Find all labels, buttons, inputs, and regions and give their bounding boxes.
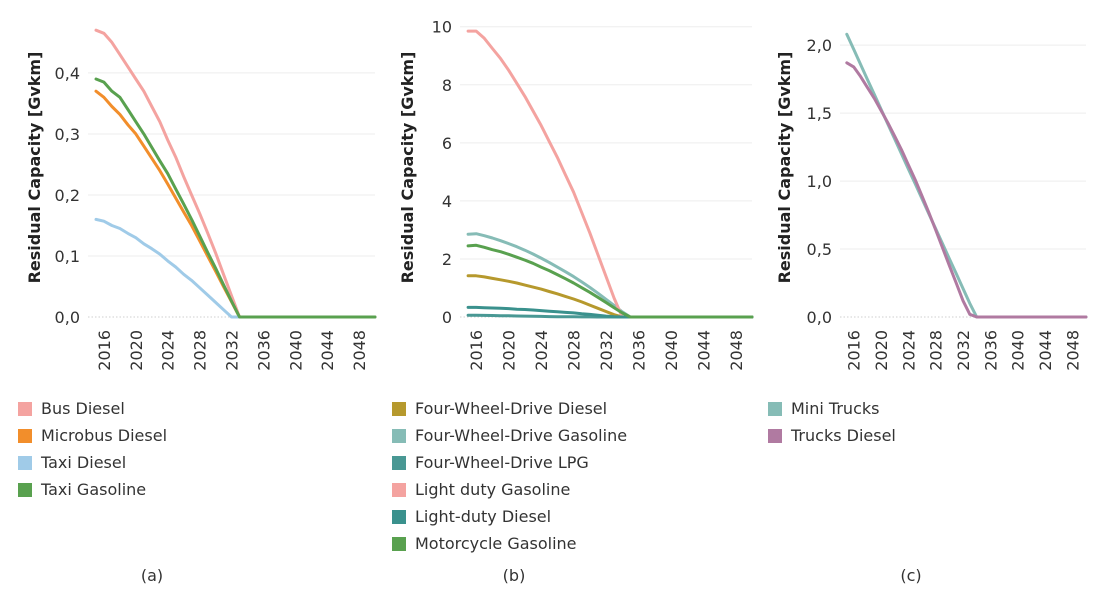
y-tick-label: 0,0 <box>55 308 80 327</box>
y-tick-label: 0,2 <box>55 186 80 205</box>
legend-swatch <box>768 401 782 416</box>
y-tick-label: 0,0 <box>807 308 832 327</box>
y-tick-label: 10 <box>432 18 452 37</box>
x-tick-label: 2020 <box>872 330 891 371</box>
chart-caption: (a) <box>140 566 164 585</box>
y-axis-label: Residual Capacity [Gvkm] <box>775 52 794 284</box>
legend-swatch <box>18 428 32 443</box>
x-tick-label: 2044 <box>1036 330 1055 371</box>
y-tick-label: 0,4 <box>55 64 80 83</box>
y-tick-label: 2 <box>442 250 452 269</box>
legend-label: Taxi Diesel <box>41 453 127 472</box>
legend-item: Taxi Diesel <box>18 449 167 476</box>
x-tick-label: 2016 <box>845 330 864 371</box>
series-line-trucks-diesel <box>845 61 1088 319</box>
x-tick-label: 2024 <box>532 330 551 371</box>
legend-item: Four-Wheel-Drive Diesel <box>392 395 627 422</box>
legend-label: Light duty Gasoline <box>415 480 571 499</box>
legend-item: Trucks Diesel <box>768 422 896 449</box>
chart-caption: (c) <box>900 566 922 585</box>
legend-item: Taxi Gasoline <box>18 476 167 503</box>
x-tick-label: 2024 <box>899 330 918 371</box>
x-tick-label: 2036 <box>981 330 1000 371</box>
legend-swatch <box>392 455 406 470</box>
x-tick-label: 2044 <box>318 330 337 371</box>
legend-label: Mini Trucks <box>791 399 880 418</box>
x-tick-label: 2028 <box>927 330 946 371</box>
legend-label: Microbus Diesel <box>41 426 168 445</box>
legend-3: Mini Trucks Trucks Diesel <box>768 395 896 449</box>
legend-swatch <box>392 509 406 524</box>
y-tick-label: 8 <box>442 76 452 95</box>
x-tick-label: 2028 <box>565 330 584 371</box>
x-tick-label: 2044 <box>694 330 713 371</box>
legend-label: Light-duty Diesel <box>415 507 552 526</box>
y-tick-label: 2,0 <box>807 36 832 55</box>
chart-3: 0,0 0,5 1,0 1,5 2,0 2016 2020 2024 2028 2032 2036 2… <box>775 32 1088 371</box>
x-tick-label: 2040 <box>662 330 681 371</box>
y-axis-label: Residual Capacity [Gvkm] <box>398 52 417 284</box>
legend-swatch <box>18 482 32 497</box>
legend-item: Bus Diesel <box>18 395 167 422</box>
y-tick-label: 1,0 <box>807 172 832 191</box>
legend-swatch <box>392 401 406 416</box>
x-tick-label: 2048 <box>1063 330 1082 371</box>
legend-swatch <box>392 482 406 497</box>
y-tick-label: 0 <box>442 308 452 327</box>
legend-1: Bus Diesel Microbus Diesel Taxi Diesel Taxi… <box>18 395 167 503</box>
series-line-light-duty-gasoline <box>466 29 754 319</box>
series-line-taxi-gasoline <box>94 77 377 319</box>
x-tick-label: 2016 <box>467 330 486 371</box>
legend-item: Light-duty Diesel <box>392 503 627 530</box>
x-tick-label: 2036 <box>629 330 648 371</box>
chart-1: 0,0 0,1 0,2 0,3 0,4 2016 2020 2024 2028 2032 2036 2… <box>25 28 377 371</box>
x-tick-label: 2016 <box>95 330 114 371</box>
legend-label: Taxi Gasoline <box>41 480 147 499</box>
legend-label: Four-Wheel-Drive LPG <box>415 453 589 472</box>
legend-item: Four-Wheel-Drive Gasoline <box>392 422 627 449</box>
x-tick-label: 2048 <box>727 330 746 371</box>
series-line-four-wheel-drive-diesel <box>466 274 754 319</box>
legend-2: Four-Wheel-Drive Diesel Four-Wheel-Drive … <box>392 395 627 557</box>
legend-swatch <box>392 536 406 551</box>
series-line-motorcycle-gasoline <box>466 243 754 319</box>
series-line-mini-trucks <box>845 32 1088 319</box>
legend-item: Light duty Gasoline <box>392 476 627 503</box>
legend-item: Motorcycle Gasoline <box>392 530 627 557</box>
legend-swatch <box>18 455 32 470</box>
x-tick-label: 2020 <box>127 330 146 371</box>
legend-label: Bus Diesel <box>41 399 125 418</box>
y-tick-label: 0,1 <box>55 247 80 266</box>
x-tick-label: 2024 <box>159 330 178 371</box>
x-tick-label: 2032 <box>954 330 973 371</box>
x-tick-label: 2048 <box>350 330 369 371</box>
x-tick-label: 2032 <box>597 330 616 371</box>
y-tick-label: 1,5 <box>807 104 832 123</box>
legend-item: Microbus Diesel <box>18 422 167 449</box>
y-tick-label: 4 <box>442 192 452 211</box>
y-tick-label: 6 <box>442 134 452 153</box>
legend-label: Four-Wheel-Drive Gasoline <box>415 426 628 445</box>
legend-swatch <box>18 401 32 416</box>
x-tick-label: 2032 <box>223 330 242 371</box>
y-tick-label: 0,5 <box>807 240 832 259</box>
chart-2: 0 2 4 6 8 10 2016 2020 2024 2028 2032 2036 2040 2044 2… <box>398 18 754 371</box>
x-tick-label: 2040 <box>286 330 305 371</box>
legend-swatch <box>768 428 782 443</box>
legend-item: Mini Trucks <box>768 395 896 422</box>
legend-swatch <box>392 428 406 443</box>
legend-label: Trucks Diesel <box>791 426 896 445</box>
legend-label: Motorcycle Gasoline <box>415 534 577 553</box>
legend-item: Four-Wheel-Drive LPG <box>392 449 627 476</box>
x-tick-label: 2040 <box>1009 330 1028 371</box>
x-tick-label: 2036 <box>254 330 273 371</box>
chart-caption: (b) <box>502 566 526 585</box>
x-tick-label: 2028 <box>191 330 210 371</box>
y-tick-label: 0,3 <box>55 125 80 144</box>
y-axis-label: Residual Capacity [Gvkm] <box>25 52 44 284</box>
x-tick-label: 2020 <box>500 330 519 371</box>
legend-label: Four-Wheel-Drive Diesel <box>415 399 608 418</box>
